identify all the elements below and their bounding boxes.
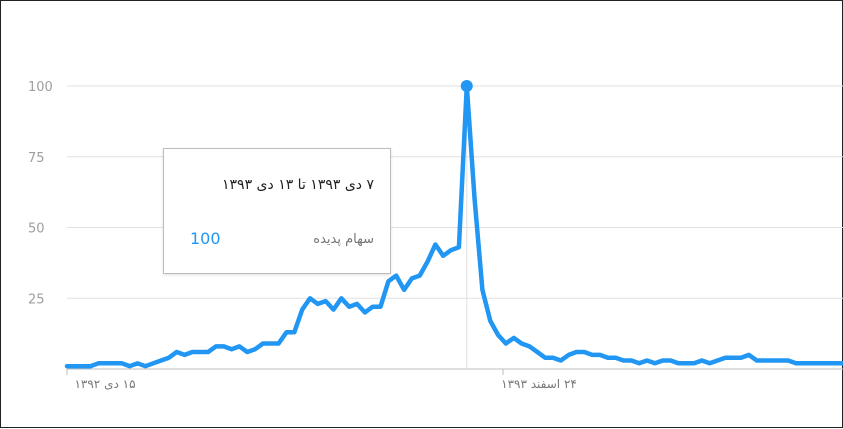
x-tick-label: ۲۴ اسفند ۱۳۹۳ xyxy=(501,377,577,391)
tooltip-value: 100 xyxy=(190,229,221,248)
tooltip-series-label: سهام پدیده xyxy=(313,232,374,247)
tooltip-date: ۷ دی ۱۳۹۳ تا ۱۳ دی ۱۳۹۳ xyxy=(222,177,374,193)
y-tick-label: 100 xyxy=(28,80,53,95)
y-tick-label: 25 xyxy=(28,292,45,307)
y-tick-label: 75 xyxy=(28,151,45,166)
tooltip: ۷ دی ۱۳۹۳ تا ۱۳ دی ۱۳۹۳ سهام پدیده 100 xyxy=(163,148,391,274)
peak-point[interactable] xyxy=(460,80,473,92)
series-line xyxy=(64,83,843,369)
x-tick-label: ۱۵ دی ۱۳۹۲ xyxy=(74,377,135,391)
y-tick-label: 50 xyxy=(28,222,45,237)
